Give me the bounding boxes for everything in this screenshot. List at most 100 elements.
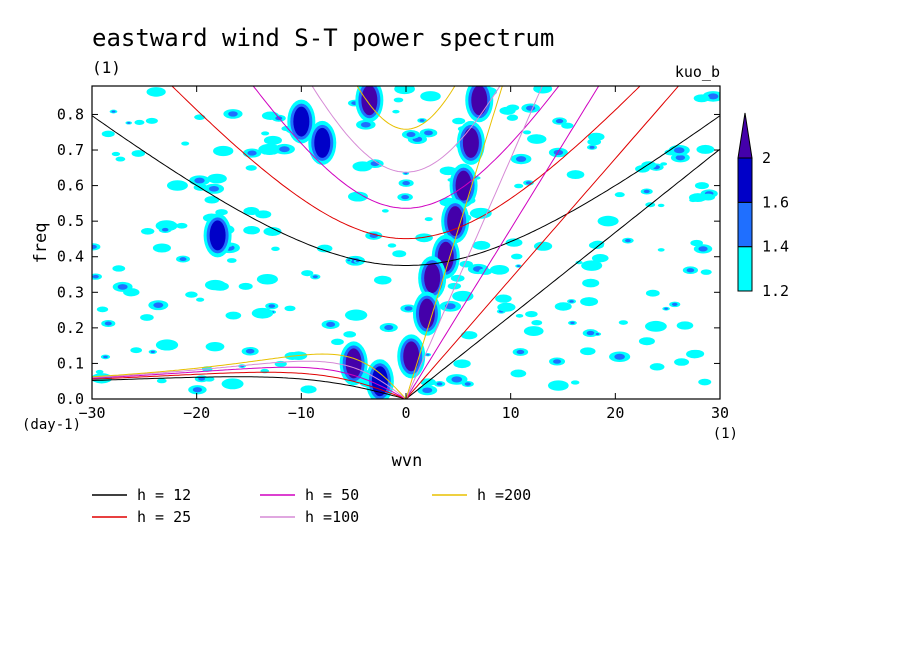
power-patch xyxy=(566,170,585,179)
power-patch xyxy=(226,258,237,263)
power-patch xyxy=(657,248,665,252)
y-tick-label: 0.7 xyxy=(57,141,84,159)
legend-label: h = 25 xyxy=(137,508,191,526)
power-patch xyxy=(185,291,198,298)
x-tick-label: 0 xyxy=(401,404,410,422)
power-patch xyxy=(166,180,188,191)
colorbar-label: 1.6 xyxy=(762,193,789,211)
x-axis-label: wvn xyxy=(392,451,423,471)
power-region-core xyxy=(314,127,331,158)
power-region-core xyxy=(293,106,310,137)
power-patch xyxy=(453,359,471,369)
power-patch xyxy=(127,121,131,124)
power-patch xyxy=(698,246,708,252)
power-patch xyxy=(111,110,116,113)
power-patch xyxy=(548,380,569,391)
dispersion-line xyxy=(405,86,600,399)
power-patch xyxy=(205,341,225,352)
power-patch xyxy=(522,130,532,135)
dispersion-line xyxy=(405,86,503,399)
power-patch xyxy=(645,289,660,297)
power-patch xyxy=(690,239,703,247)
power-region-core xyxy=(403,341,420,372)
colorbar-label: 1.4 xyxy=(762,238,789,256)
power-patch xyxy=(426,353,430,356)
chart-title: eastward wind S-T power spectrum xyxy=(92,24,554,52)
power-patch xyxy=(243,207,260,216)
power-patch xyxy=(460,331,478,340)
power-patch xyxy=(360,121,371,128)
y-tick-label: 0.1 xyxy=(57,354,84,372)
dispersion-line xyxy=(405,148,720,399)
power-patch xyxy=(589,145,595,149)
power-patch xyxy=(207,173,227,184)
legend-label: h = 12 xyxy=(137,486,191,504)
power-patch xyxy=(555,119,564,124)
y-axis: 0.0 0.1 0.2 0.3 0.4 0.5 0.6 0.7 0.8 xyxy=(57,105,720,408)
run-label: kuo_b xyxy=(675,63,720,81)
power-patch xyxy=(92,244,97,249)
power-patch xyxy=(111,151,121,157)
power-patch xyxy=(401,194,410,200)
power-patch xyxy=(614,353,625,360)
power-patch xyxy=(255,210,272,219)
power-region-core xyxy=(447,206,464,237)
power-patch xyxy=(211,281,229,291)
power-patch xyxy=(693,94,710,103)
power-patch xyxy=(247,150,257,156)
power-patch xyxy=(101,130,115,138)
power-patch xyxy=(271,246,280,251)
power-patch xyxy=(392,250,407,258)
legend-label: h =100 xyxy=(305,508,359,526)
power-patch xyxy=(384,324,394,331)
power-patch xyxy=(510,253,523,260)
y-tick-label: 0.4 xyxy=(57,248,84,266)
colorbar-label: 2 xyxy=(762,149,771,167)
colorbar: 1.2 1.4 1.6 2 xyxy=(737,112,789,300)
power-patch xyxy=(525,181,532,185)
power-region-core xyxy=(361,86,378,116)
dispersion-line xyxy=(92,371,407,399)
power-patch xyxy=(624,238,631,243)
power-patch xyxy=(155,339,179,351)
power-patch xyxy=(527,134,547,144)
power-patch xyxy=(701,193,716,201)
x-tick-label: 20 xyxy=(606,404,624,422)
power-patch xyxy=(657,203,665,208)
power-patch xyxy=(268,304,276,308)
power-patch xyxy=(279,146,290,153)
power-patch xyxy=(595,333,600,336)
power-patch xyxy=(464,382,471,386)
power-patch xyxy=(402,180,410,186)
power-patch xyxy=(676,321,694,330)
power-patch xyxy=(140,314,154,321)
power-patch xyxy=(312,275,318,279)
power-patch xyxy=(96,306,109,313)
power-patch xyxy=(497,302,516,312)
dispersion-line xyxy=(356,86,456,130)
power-patch xyxy=(452,117,466,125)
colorbar-label: 1.2 xyxy=(762,282,789,300)
power-patch xyxy=(245,165,257,171)
power-patch xyxy=(394,86,415,95)
power-patch xyxy=(152,243,171,253)
power-patch xyxy=(586,330,595,336)
x-tick-label: 30 xyxy=(711,404,729,422)
power-patch xyxy=(419,119,425,122)
dispersion-line xyxy=(252,86,560,209)
legend-label: h =200 xyxy=(477,486,531,504)
power-patch xyxy=(643,189,650,194)
power-patch xyxy=(263,135,282,145)
x-tick-label: −10 xyxy=(288,404,315,422)
power-patch xyxy=(112,265,126,272)
y-tick-label: 0.8 xyxy=(57,105,84,123)
power-patch xyxy=(256,273,278,285)
power-patch xyxy=(245,348,255,354)
colorbar-arrow xyxy=(737,112,753,159)
power-patch xyxy=(196,297,205,302)
dispersion-line xyxy=(92,360,407,399)
power-patch xyxy=(660,162,668,166)
power-patch xyxy=(515,313,524,318)
power-patch xyxy=(392,109,400,114)
